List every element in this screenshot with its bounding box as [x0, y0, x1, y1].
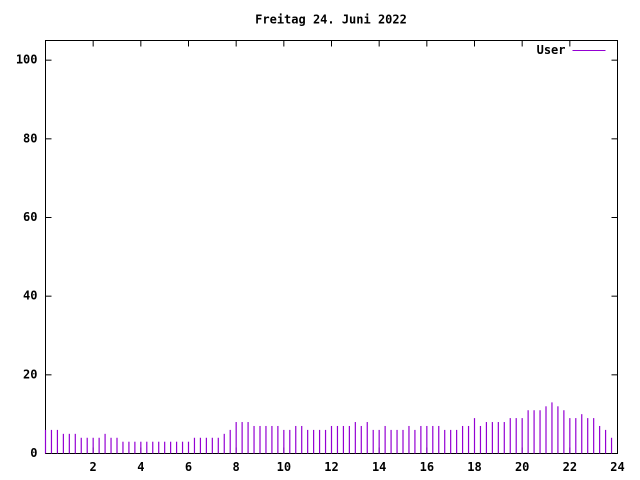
y-tick-label: 40: [23, 289, 37, 303]
y-tick-label: 100: [16, 53, 38, 67]
chart-title: Freitag 24. Juni 2022: [255, 13, 407, 27]
y-tick-label: 60: [23, 210, 37, 224]
y-tick-label: 20: [23, 367, 37, 381]
x-tick-label: 24: [610, 460, 624, 474]
plot-frame: [45, 40, 618, 454]
x-tick-label: 6: [185, 460, 192, 474]
x-tick-label: 2: [90, 460, 97, 474]
x-tick-label: 4: [137, 460, 144, 474]
x-tick-label: 10: [277, 460, 291, 474]
y-tick-label: 0: [30, 446, 37, 460]
x-tick-label: 12: [324, 460, 338, 474]
legend-label: User: [537, 43, 566, 57]
x-tick-label: 22: [563, 460, 577, 474]
x-tick-label: 18: [467, 460, 481, 474]
y-tick-label: 80: [23, 131, 37, 145]
x-tick-label: 14: [372, 460, 386, 474]
x-tick-label: 16: [420, 460, 434, 474]
x-tick-label: 8: [233, 460, 240, 474]
x-tick-label: 20: [515, 460, 529, 474]
